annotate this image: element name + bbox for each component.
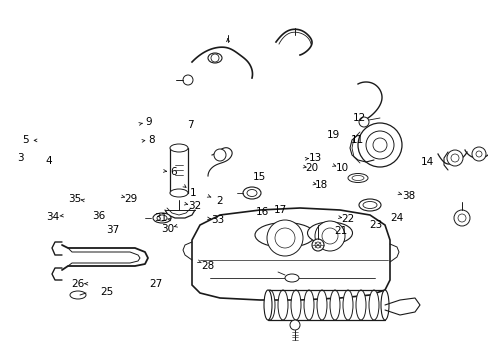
Ellipse shape (70, 291, 86, 299)
Circle shape (311, 239, 324, 251)
Ellipse shape (342, 290, 352, 320)
Ellipse shape (170, 189, 187, 197)
Text: 7: 7 (187, 120, 194, 130)
Text: 16: 16 (255, 207, 269, 217)
Circle shape (357, 123, 401, 167)
Text: 10: 10 (335, 163, 348, 174)
Ellipse shape (170, 144, 187, 152)
Ellipse shape (316, 290, 326, 320)
Ellipse shape (351, 176, 363, 180)
Text: 17: 17 (273, 204, 287, 215)
Text: 28: 28 (201, 261, 214, 271)
Text: 8: 8 (148, 135, 155, 145)
Circle shape (314, 242, 320, 248)
Text: 34: 34 (46, 212, 60, 222)
Circle shape (289, 320, 299, 330)
Text: 27: 27 (148, 279, 162, 289)
Text: 23: 23 (368, 220, 382, 230)
Text: 32: 32 (187, 201, 201, 211)
Circle shape (274, 228, 294, 248)
Ellipse shape (358, 199, 380, 211)
Ellipse shape (246, 189, 257, 197)
Circle shape (471, 147, 485, 161)
Circle shape (183, 75, 193, 85)
Text: 15: 15 (252, 172, 265, 182)
Circle shape (314, 221, 345, 251)
Text: 33: 33 (210, 215, 224, 225)
Circle shape (210, 54, 219, 62)
Circle shape (266, 220, 303, 256)
Text: 30: 30 (161, 224, 173, 234)
Ellipse shape (368, 290, 378, 320)
Ellipse shape (254, 222, 314, 248)
Circle shape (372, 138, 386, 152)
Text: 9: 9 (145, 117, 152, 127)
Text: 19: 19 (326, 130, 340, 140)
Ellipse shape (355, 290, 365, 320)
Text: 31: 31 (153, 213, 167, 223)
Text: 11: 11 (349, 135, 363, 145)
Ellipse shape (157, 215, 167, 221)
Ellipse shape (264, 290, 271, 320)
Text: 4: 4 (45, 156, 52, 166)
Text: 2: 2 (216, 196, 223, 206)
Text: 20: 20 (305, 163, 318, 174)
Ellipse shape (207, 53, 222, 63)
Ellipse shape (307, 222, 352, 244)
Bar (170, 148, 187, 193)
Text: 24: 24 (389, 213, 403, 223)
Ellipse shape (304, 290, 313, 320)
Ellipse shape (347, 174, 367, 183)
Text: 13: 13 (308, 153, 322, 163)
Ellipse shape (153, 213, 171, 223)
Text: 5: 5 (22, 135, 29, 145)
Circle shape (358, 117, 368, 127)
Circle shape (453, 210, 469, 226)
Text: 22: 22 (341, 214, 354, 224)
Ellipse shape (290, 290, 301, 320)
Circle shape (365, 131, 393, 159)
Ellipse shape (362, 202, 376, 208)
Text: 3: 3 (17, 153, 24, 163)
Text: 37: 37 (105, 225, 119, 235)
Text: 21: 21 (334, 226, 347, 236)
Ellipse shape (329, 290, 339, 320)
Circle shape (450, 154, 458, 162)
Text: 6: 6 (170, 167, 177, 177)
Ellipse shape (380, 290, 388, 320)
Ellipse shape (243, 187, 261, 199)
Text: 14: 14 (420, 157, 434, 167)
Text: 26: 26 (71, 279, 85, 289)
Circle shape (214, 149, 225, 161)
Text: 18: 18 (314, 180, 328, 190)
Ellipse shape (285, 274, 298, 282)
Text: 38: 38 (401, 191, 414, 201)
Text: 25: 25 (100, 287, 113, 297)
Text: 29: 29 (124, 194, 138, 204)
Circle shape (475, 151, 481, 157)
Circle shape (457, 214, 465, 222)
Ellipse shape (278, 290, 287, 320)
Text: 1: 1 (189, 188, 196, 198)
Polygon shape (192, 208, 389, 300)
Circle shape (321, 228, 337, 244)
Circle shape (446, 150, 462, 166)
Text: 36: 36 (92, 211, 105, 221)
Text: 12: 12 (352, 113, 366, 123)
Ellipse shape (264, 290, 274, 320)
Text: 35: 35 (67, 194, 81, 204)
